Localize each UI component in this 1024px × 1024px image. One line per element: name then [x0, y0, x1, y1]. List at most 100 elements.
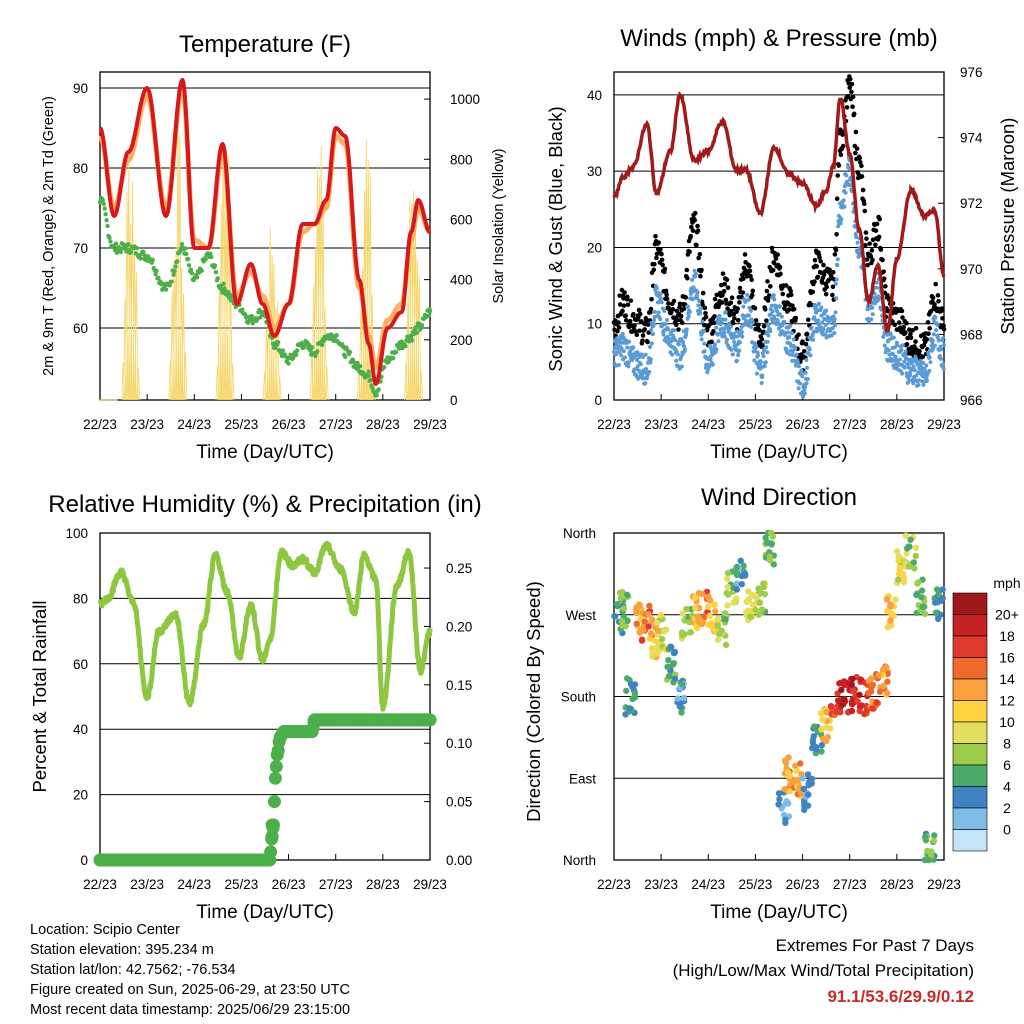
- gust-point: [634, 332, 640, 338]
- wind-point: [664, 318, 669, 323]
- wind-point: [652, 309, 657, 314]
- dewpoint-point: [188, 267, 194, 272]
- wind-point: [643, 352, 648, 357]
- gust-point: [810, 289, 816, 295]
- direction-point: [706, 597, 714, 604]
- wind-point: [853, 232, 858, 237]
- dewpoint-point: [153, 272, 158, 277]
- direction-point: [715, 615, 722, 622]
- gust-point: [690, 228, 696, 233]
- gust-point: [700, 290, 706, 296]
- gust-point: [786, 307, 792, 312]
- gust-point: [913, 325, 919, 331]
- gust-point: [623, 313, 628, 318]
- dewpoint-point: [108, 239, 113, 244]
- direction-point: [679, 610, 686, 617]
- direction-point: [854, 698, 861, 705]
- x-axis-label: Time (Day/UTC): [196, 902, 334, 923]
- dewpoint-point: [309, 345, 315, 350]
- direction-point: [910, 559, 918, 566]
- gust-point: [649, 297, 654, 302]
- wind-point: [637, 354, 642, 359]
- direction-point: [737, 557, 744, 564]
- direction-point: [624, 591, 631, 599]
- gust-point: [631, 311, 636, 317]
- direction-point: [801, 799, 808, 806]
- y2-tick-label: 972: [960, 196, 983, 211]
- x-axis-label: Time (Day/UTC): [710, 902, 848, 923]
- wind-point: [761, 354, 766, 359]
- gust-point: [859, 174, 865, 179]
- wind-point: [770, 309, 775, 314]
- wind-point: [682, 347, 687, 352]
- gust-point: [735, 318, 741, 323]
- wind-point: [938, 356, 943, 361]
- dewpoint-point: [156, 275, 161, 281]
- direction-point: [875, 671, 883, 679]
- precipitation-point: [265, 830, 279, 844]
- wind-point: [907, 378, 912, 383]
- direction-point: [868, 675, 875, 682]
- wind-point: [723, 317, 728, 322]
- wind-point: [658, 317, 663, 322]
- wind-point: [839, 217, 844, 222]
- gust-point: [703, 314, 709, 320]
- gust-point: [883, 283, 888, 289]
- wind-point: [763, 360, 768, 365]
- wind-point: [795, 360, 800, 365]
- direction-point: [687, 629, 694, 636]
- direction-point: [714, 636, 722, 643]
- direction-point: [745, 596, 753, 603]
- direction-point: [724, 583, 731, 591]
- wind-point: [881, 334, 886, 339]
- gust-point: [926, 331, 931, 337]
- precipitation-point: [423, 713, 437, 727]
- wind-point: [821, 326, 826, 331]
- gust-point: [803, 341, 809, 347]
- wind-point: [756, 353, 761, 358]
- direction-point: [623, 687, 630, 694]
- precipitation-point: [264, 845, 278, 859]
- x-tick-label: 24/23: [691, 877, 725, 892]
- wind-point: [805, 365, 810, 370]
- wind-point: [816, 322, 821, 327]
- wind-point: [916, 382, 921, 387]
- direction-point: [653, 619, 661, 627]
- dewpoint-point: [134, 246, 139, 251]
- y-tick-label: West: [565, 608, 596, 623]
- direction-point: [907, 536, 914, 543]
- wind-point: [769, 317, 774, 322]
- x-tick-label: 22/23: [83, 417, 117, 432]
- wind-point: [893, 355, 898, 360]
- wind-point: [874, 285, 879, 290]
- direction-point: [841, 695, 848, 703]
- direction-point: [837, 709, 844, 716]
- wind-point: [713, 342, 718, 347]
- direction-point: [646, 602, 653, 610]
- direction-point: [797, 760, 804, 767]
- dewpoint-point: [347, 349, 353, 355]
- wind-point: [617, 349, 622, 354]
- pressure-line: [612, 90, 946, 333]
- wind-point: [635, 358, 640, 363]
- colorbar-label: 4: [1003, 779, 1011, 795]
- wind-point: [808, 353, 813, 358]
- x-tick-label: 29/23: [413, 877, 447, 892]
- dewpoint-point: [326, 336, 332, 341]
- gust-point: [617, 293, 622, 298]
- gust-point: [615, 328, 620, 334]
- direction-point: [888, 611, 896, 619]
- gust-point: [778, 271, 783, 277]
- direction-point: [629, 695, 636, 703]
- gust-point: [805, 317, 811, 323]
- wind-point: [752, 358, 757, 363]
- wind-point: [659, 300, 664, 305]
- gust-point: [941, 323, 946, 329]
- gust-point: [873, 228, 879, 233]
- wind-point: [928, 360, 933, 365]
- wind-point: [692, 268, 697, 273]
- gust-point: [681, 306, 687, 312]
- dewpoint-point: [382, 364, 387, 370]
- wind-point: [793, 346, 798, 351]
- gust-point: [683, 295, 688, 300]
